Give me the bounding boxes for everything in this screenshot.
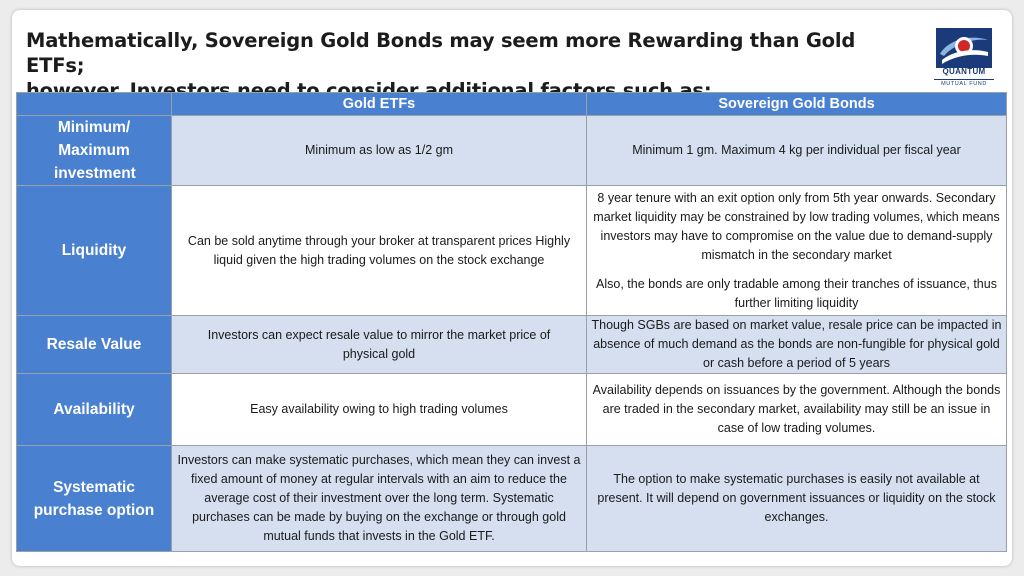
logo-name: QUANTUM xyxy=(942,67,986,76)
gold-etfs-cell: Investors can make systematic purchases,… xyxy=(171,445,587,552)
gold-etfs-text: Investors can expect resale value to mir… xyxy=(207,327,551,361)
row-label-liquidity: Liquidity xyxy=(16,185,172,316)
sgb-paragraph: Availability depends on issuances by the… xyxy=(592,383,1001,435)
header-sovereign-gold-bonds: Sovereign Gold Bonds xyxy=(586,92,1007,116)
sgb-cell: Minimum 1 gm. Maximum 4 kg per individua… xyxy=(586,115,1007,186)
slide: Mathematically, Sovereign Gold Bonds may… xyxy=(12,10,1012,566)
sgb-cell: Availability depends on issuances by the… xyxy=(586,373,1007,446)
header-empty xyxy=(16,92,172,116)
gold-etfs-cell: Can be sold anytime through your broker … xyxy=(171,185,587,316)
gold-etfs-cell: Investors can expect resale value to mir… xyxy=(171,315,587,374)
quantum-logo-icon xyxy=(936,28,992,68)
row-label-text: Minimum/ Maximum investment xyxy=(54,119,136,182)
table-row: Resale Value Investors can expect resale… xyxy=(16,315,1007,374)
sgb-paragraph: The option to make systematic purchases … xyxy=(597,472,996,524)
row-label-min-max-investment: Minimum/ Maximum investment xyxy=(16,115,172,186)
sgb-paragraph: Though SGBs are based on market value, r… xyxy=(591,318,1002,370)
table-row: Minimum/ Maximum investment Minimum as l… xyxy=(16,115,1007,186)
gold-etfs-cell: Minimum as low as 1/2 gm xyxy=(171,115,587,186)
table-row: Systematic purchase option Investors can… xyxy=(16,445,1007,552)
table-row: Liquidity Can be sold anytime through yo… xyxy=(16,185,1007,316)
sgb-paragraph: Also, the bonds are only tradable among … xyxy=(596,276,997,310)
row-label-systematic-purchase: Systematic purchase option xyxy=(16,445,172,552)
table-row: Availability Easy availability owing to … xyxy=(16,373,1007,446)
gold-etfs-cell: Easy availability owing to high trading … xyxy=(171,373,587,446)
sgb-paragraph: Minimum 1 gm. Maximum 4 kg per individua… xyxy=(632,143,961,157)
logo-subtitle: MUTUAL FUND xyxy=(934,79,994,87)
header-gold-etfs: Gold ETFs xyxy=(171,92,587,116)
row-label-availability: Availability xyxy=(16,373,172,446)
row-label-text: Systematic purchase option xyxy=(33,478,155,519)
gold-etfs-text: Can be sold anytime through your broker … xyxy=(187,233,571,267)
comparison-table: Gold ETFs Sovereign Gold Bonds Minimum/ … xyxy=(16,92,1007,552)
title-line-1: Mathematically, Sovereign Gold Bonds may… xyxy=(26,29,856,77)
sgb-cell: The option to make systematic purchases … xyxy=(586,445,1007,552)
row-label-resale-value: Resale Value xyxy=(16,315,172,374)
sgb-cell: 8 year tenure with an exit option only f… xyxy=(586,185,1007,316)
table-header-row: Gold ETFs Sovereign Gold Bonds xyxy=(16,92,1007,116)
sgb-paragraph: 8 year tenure with an exit option only f… xyxy=(593,190,1000,262)
logo-text: QUANTUM MUTUAL FUND xyxy=(934,67,994,87)
sgb-cell: Though SGBs are based on market value, r… xyxy=(586,315,1007,374)
